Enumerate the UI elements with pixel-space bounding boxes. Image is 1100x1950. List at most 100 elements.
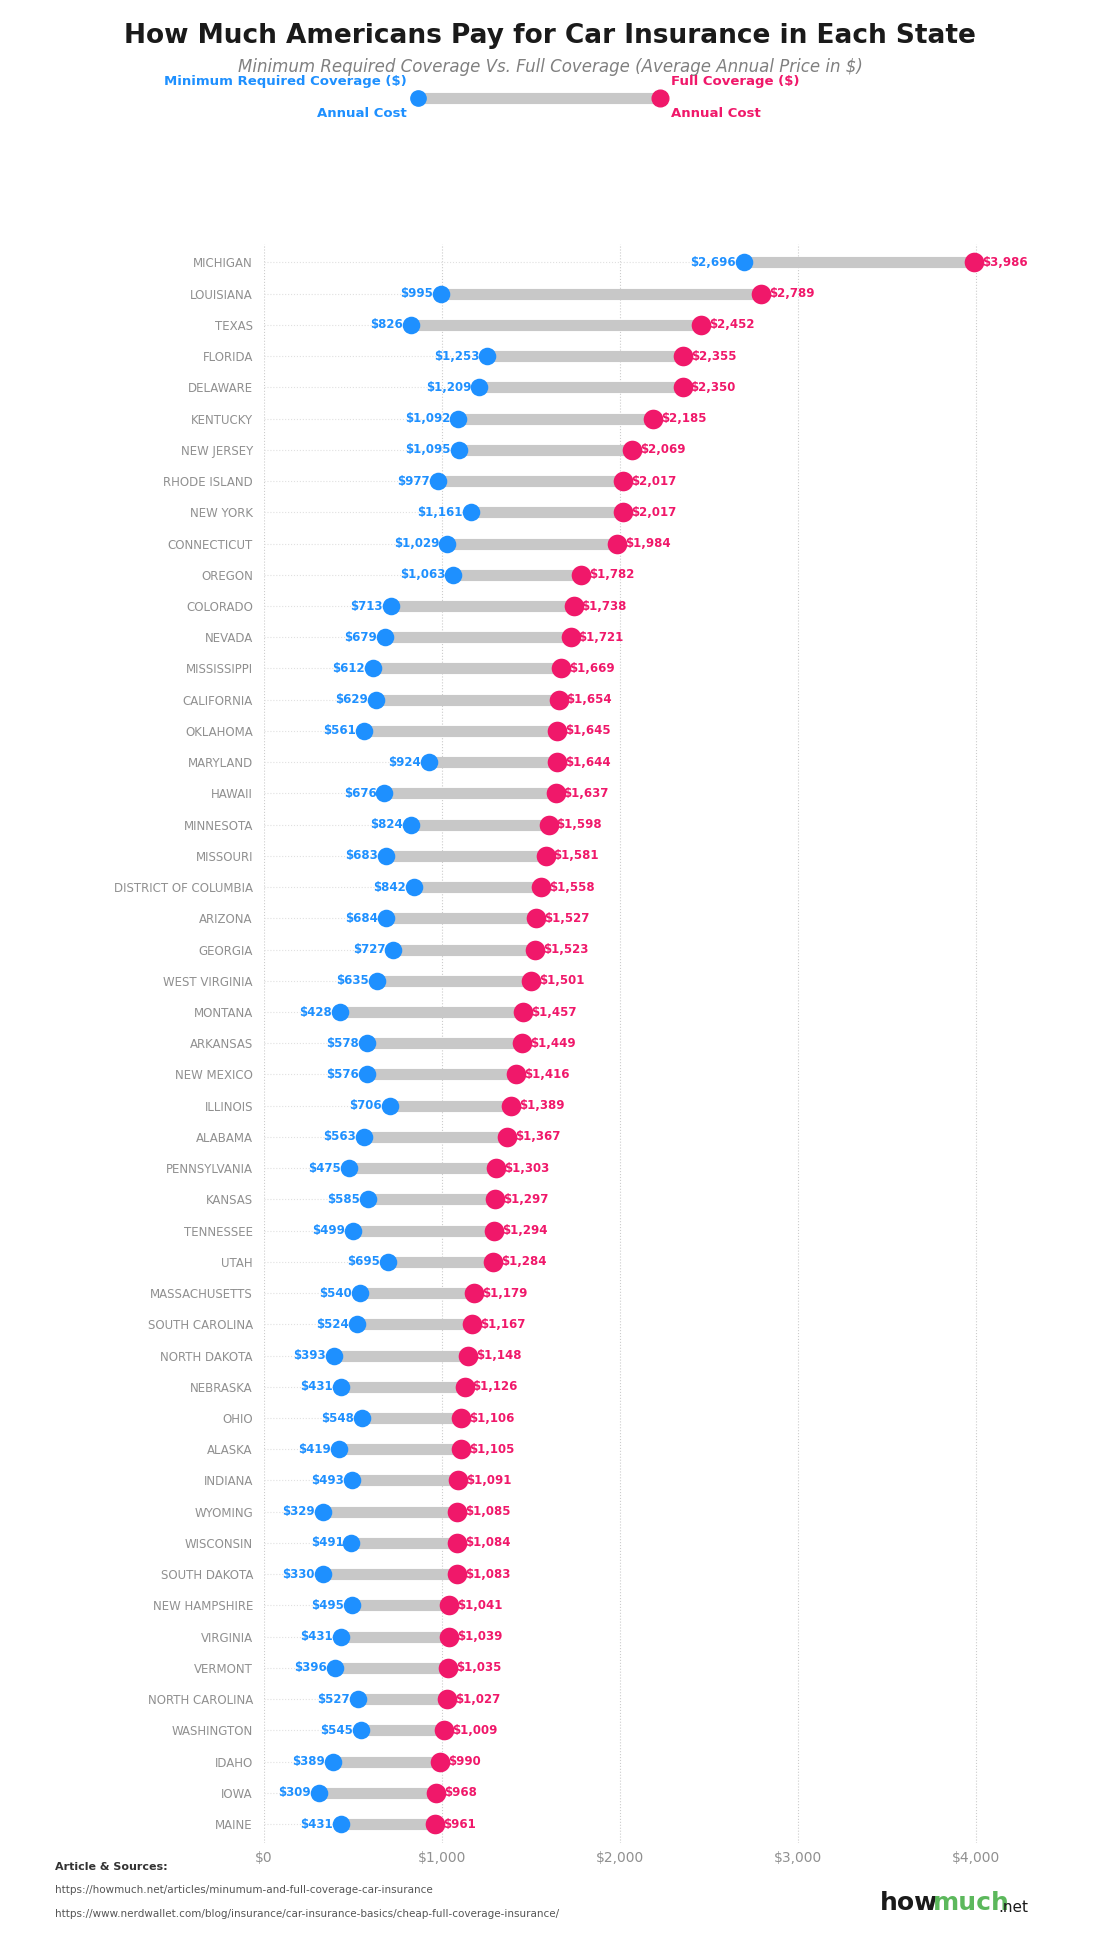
Point <box>439 528 456 560</box>
Point <box>608 528 626 560</box>
Point <box>342 1527 360 1558</box>
Point <box>550 684 568 716</box>
Point <box>349 1308 366 1340</box>
Text: $393: $393 <box>294 1349 326 1361</box>
Text: $419: $419 <box>298 1443 331 1457</box>
Text: $1,253: $1,253 <box>433 349 480 363</box>
Text: $2,017: $2,017 <box>631 474 676 488</box>
Text: $431: $431 <box>300 1817 332 1831</box>
Text: $561: $561 <box>323 725 356 737</box>
Text: $1,782: $1,782 <box>590 567 635 581</box>
Point <box>382 591 399 622</box>
Text: $1,449: $1,449 <box>530 1037 575 1049</box>
Text: $1,297: $1,297 <box>503 1193 549 1205</box>
Text: $576: $576 <box>326 1069 359 1080</box>
Point <box>368 965 386 996</box>
Point <box>379 1246 397 1277</box>
Point <box>326 1340 343 1371</box>
Text: $3,986: $3,986 <box>982 255 1027 269</box>
Point <box>548 747 565 778</box>
Point <box>434 1714 452 1745</box>
Text: $1,367: $1,367 <box>516 1131 561 1143</box>
Point <box>452 1402 470 1433</box>
Point <box>367 684 385 716</box>
Point <box>428 1776 446 1808</box>
Text: $1,084: $1,084 <box>465 1537 510 1550</box>
Point <box>455 1371 473 1402</box>
Point <box>331 996 349 1028</box>
Text: $1,106: $1,106 <box>469 1412 515 1425</box>
Text: $428: $428 <box>299 1006 332 1018</box>
Point <box>624 435 641 466</box>
Point <box>735 248 752 279</box>
Text: $1,083: $1,083 <box>465 1568 510 1581</box>
Point <box>752 279 770 310</box>
Text: $1,457: $1,457 <box>531 1006 578 1018</box>
Text: $824: $824 <box>370 819 403 831</box>
Text: $635: $635 <box>337 975 370 987</box>
Text: $1,721: $1,721 <box>579 630 624 644</box>
Point <box>460 1340 477 1371</box>
Text: $1,063: $1,063 <box>400 567 446 581</box>
Text: $1,389: $1,389 <box>519 1100 565 1112</box>
Text: $309: $309 <box>278 1786 311 1800</box>
Point <box>343 1589 361 1620</box>
Point <box>310 1776 328 1808</box>
Point <box>405 872 422 903</box>
Text: $1,284: $1,284 <box>500 1256 547 1268</box>
Text: $1,209: $1,209 <box>426 380 471 394</box>
Text: .net: .net <box>999 1899 1028 1915</box>
Point <box>515 996 532 1028</box>
Point <box>522 965 540 996</box>
Point <box>376 622 394 653</box>
Text: $1,558: $1,558 <box>550 881 595 893</box>
Text: $1,581: $1,581 <box>553 850 600 862</box>
Point <box>441 1589 459 1620</box>
Point <box>465 1277 483 1308</box>
Point <box>452 1433 470 1464</box>
Text: $330: $330 <box>283 1568 315 1581</box>
Text: $961: $961 <box>443 1817 476 1831</box>
Text: $431: $431 <box>300 1630 332 1644</box>
Point <box>427 1808 444 1839</box>
Text: $499: $499 <box>312 1225 345 1236</box>
Point <box>537 840 554 872</box>
Point <box>429 466 447 497</box>
Point <box>564 591 582 622</box>
Point <box>444 560 462 591</box>
Text: $1,105: $1,105 <box>469 1443 514 1457</box>
Point <box>486 1215 504 1246</box>
Text: much: much <box>933 1892 1010 1915</box>
Point <box>332 1620 350 1652</box>
Point <box>527 934 544 965</box>
Text: $924: $924 <box>388 757 420 768</box>
Text: $491: $491 <box>310 1537 343 1550</box>
Point <box>532 872 550 903</box>
Text: $1,501: $1,501 <box>539 975 585 987</box>
Point <box>615 466 632 497</box>
Text: $524: $524 <box>317 1318 350 1330</box>
Text: $527: $527 <box>317 1693 350 1706</box>
Point <box>314 1496 331 1527</box>
Text: $1,095: $1,095 <box>406 443 451 456</box>
Point <box>344 1215 362 1246</box>
Text: $842: $842 <box>373 881 406 893</box>
Text: $683: $683 <box>345 850 377 862</box>
Point <box>471 372 488 404</box>
Point <box>615 497 632 528</box>
Text: $396: $396 <box>294 1661 327 1675</box>
Text: $1,179: $1,179 <box>482 1287 527 1299</box>
Point <box>385 934 403 965</box>
Point <box>340 1152 358 1184</box>
Text: $1,039: $1,039 <box>458 1630 503 1644</box>
Text: $2,069: $2,069 <box>640 443 686 456</box>
Point <box>487 1152 505 1184</box>
Text: https://www.nerdwallet.com/blog/insurance/car-insurance-basics/cheap-full-covera: https://www.nerdwallet.com/blog/insuranc… <box>55 1909 559 1919</box>
Text: $2,789: $2,789 <box>769 287 814 300</box>
Point <box>547 778 564 809</box>
Text: $1,303: $1,303 <box>504 1162 549 1174</box>
Text: $2,452: $2,452 <box>708 318 755 332</box>
Point <box>438 1683 455 1714</box>
Text: $1,598: $1,598 <box>557 819 602 831</box>
Point <box>359 1028 376 1059</box>
